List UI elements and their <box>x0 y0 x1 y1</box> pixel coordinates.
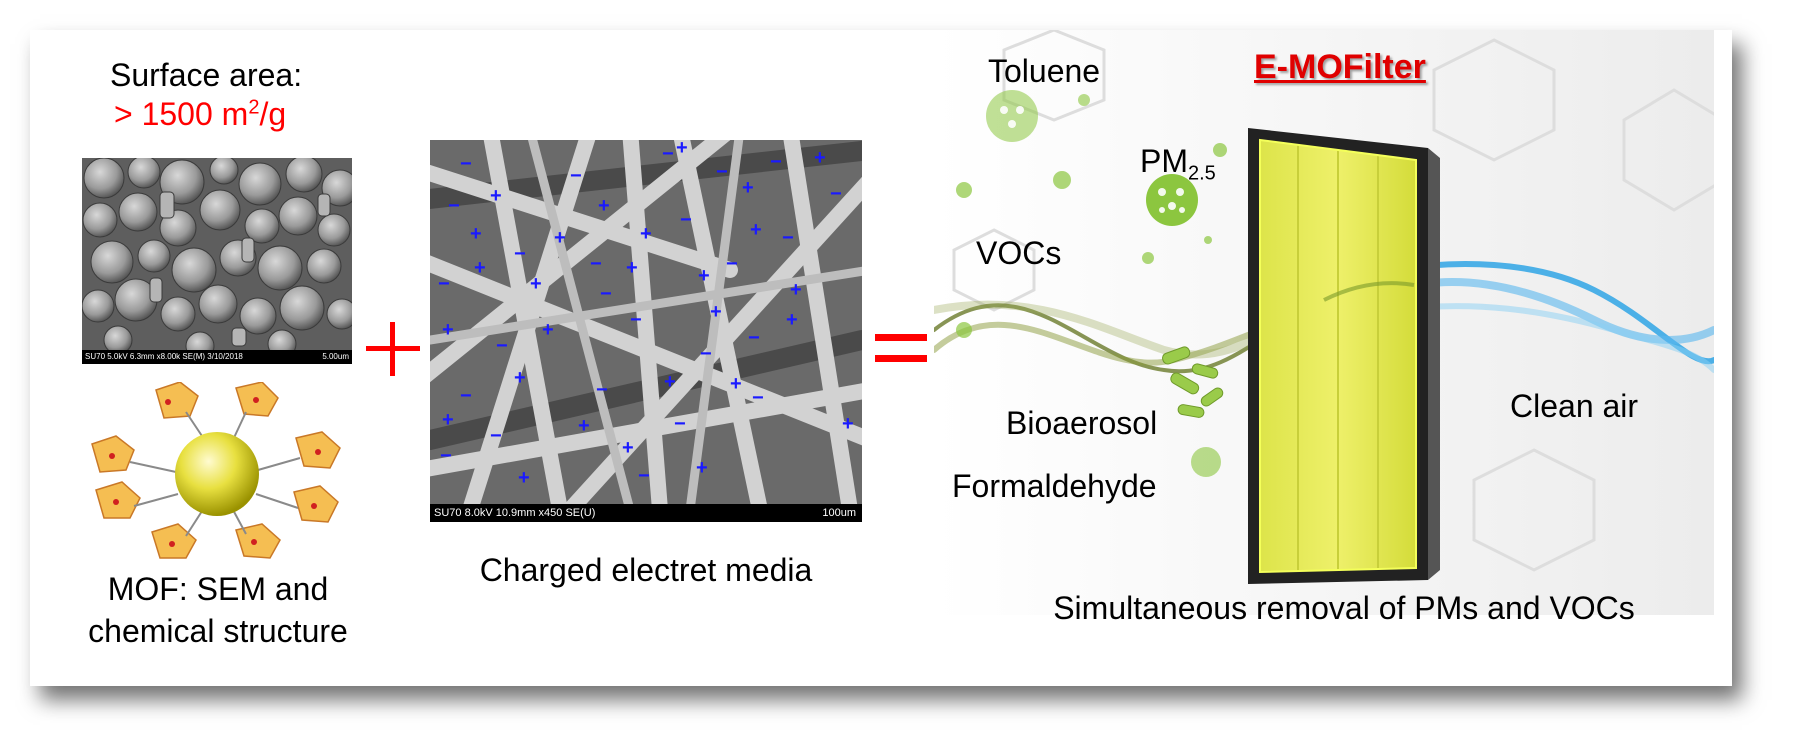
label-bioaerosol: Bioaerosol <box>1006 405 1158 441</box>
svg-text:−: − <box>674 413 686 435</box>
svg-text:−: − <box>440 445 452 467</box>
svg-text:+: + <box>530 273 542 295</box>
svg-text:−: − <box>662 143 674 165</box>
svg-text:+: + <box>842 413 854 435</box>
figure-panel: Surface area: > 1500 m2/g <box>30 30 1732 686</box>
svg-text:−: − <box>460 385 472 407</box>
mof-caption: MOF: SEM and chemical structure <box>88 571 348 649</box>
svg-text:−: − <box>716 161 728 183</box>
svg-text:+: + <box>442 319 454 341</box>
svg-text:+: + <box>698 265 710 287</box>
svg-text:−: − <box>460 153 472 175</box>
svg-text:−: − <box>570 165 582 187</box>
svg-text:+: + <box>554 227 566 249</box>
mof-sem-scale-bar: SU70 5.0kV 6.3mm x8.00k SE(M) 3/10/2018 … <box>82 350 352 364</box>
svg-text:−: − <box>638 465 650 487</box>
label-formaldehyde: Formaldehyde <box>952 468 1157 504</box>
electret-fibers-illustration: −+− −+− +−+ − +− +−+ −+− + −− ++ − + +− ++− … <box>430 140 862 518</box>
electret-sem-scale: 100um <box>822 507 856 519</box>
svg-text:−: − <box>590 253 602 275</box>
equals-sign <box>875 328 927 368</box>
svg-text:+: + <box>664 371 676 393</box>
surface-area-value: > 1500 m2/g <box>114 96 287 132</box>
svg-text:−: − <box>726 253 738 275</box>
svg-text:−: − <box>782 227 794 249</box>
svg-text:+: + <box>790 279 802 301</box>
label-vocs: VOCs <box>976 235 1062 271</box>
label-toluene: Toluene <box>988 53 1101 89</box>
svg-text:+: + <box>598 195 610 217</box>
svg-text:+: + <box>542 319 554 341</box>
mof-sem-image: SU70 5.0kV 6.3mm x8.00k SE(M) 3/10/2018 … <box>82 158 352 364</box>
svg-text:+: + <box>742 177 754 199</box>
plus-sign <box>366 322 420 376</box>
svg-text:+: + <box>750 219 762 241</box>
mof-sem-info: SU70 5.0kV 6.3mm x8.00k SE(M) 3/10/2018 <box>85 352 243 361</box>
electret-sem-info: SU70 8.0kV 10.9mm x450 SE(U) <box>434 507 596 519</box>
svg-text:+: + <box>710 301 722 323</box>
svg-text:+: + <box>474 257 486 279</box>
svg-text:−: − <box>700 343 712 365</box>
svg-text:−: − <box>448 195 460 217</box>
svg-text:+: + <box>786 309 798 331</box>
svg-text:−: − <box>630 309 642 331</box>
mof-sem-scale: 5.00um <box>322 352 349 361</box>
electret-sem-image: − + − − + − + − + − + − + − + − + − + − − + + − + + − + + − … <box>430 140 862 522</box>
electret-caption: Charged electret media <box>479 552 813 588</box>
svg-text:+: + <box>814 147 826 169</box>
svg-text:−: − <box>680 209 692 231</box>
filter-scene-illustration <box>934 30 1714 615</box>
svg-text:+: + <box>626 257 638 279</box>
mof-chemical-structure <box>91 382 341 559</box>
svg-text:+: + <box>518 467 530 489</box>
surface-area-title: Surface area: <box>110 57 303 93</box>
svg-text:−: − <box>596 379 608 401</box>
svg-text:+: + <box>514 367 526 389</box>
svg-text:+: + <box>578 415 590 437</box>
svg-text:+: + <box>676 140 688 159</box>
svg-text:+: + <box>640 223 652 245</box>
svg-text:+: + <box>730 373 742 395</box>
svg-text:+: + <box>696 457 708 479</box>
summary-caption: Simultaneous removal of PMs and VOCs <box>1053 590 1635 626</box>
svg-text:+: + <box>470 223 482 245</box>
svg-text:+: + <box>442 409 454 431</box>
svg-text:+: + <box>622 437 634 459</box>
electret-sem-scale-bar: SU70 8.0kV 10.9mm x450 SE(U) 100um <box>430 504 862 522</box>
svg-text:−: − <box>490 425 502 447</box>
svg-text:−: − <box>496 335 508 357</box>
product-title: E-MOFilter <box>1254 48 1426 86</box>
label-clean-air: Clean air <box>1510 388 1639 424</box>
label-pm25: PM2.5 <box>1140 143 1216 185</box>
svg-text:−: − <box>514 243 526 265</box>
svg-text:−: − <box>830 183 842 205</box>
svg-text:−: − <box>600 283 612 305</box>
mof-crystals-illustration <box>82 158 352 361</box>
svg-text:−: − <box>770 151 782 173</box>
svg-text:−: − <box>748 327 760 349</box>
svg-text:−: − <box>438 273 450 295</box>
svg-text:+: + <box>490 185 502 207</box>
svg-text:−: − <box>752 387 764 409</box>
